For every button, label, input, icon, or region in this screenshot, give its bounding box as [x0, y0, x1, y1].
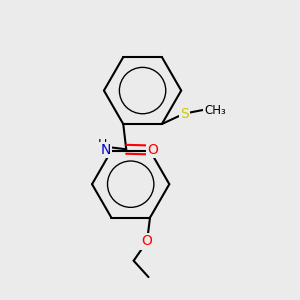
Text: N: N	[100, 143, 111, 157]
Text: H: H	[98, 138, 107, 151]
Text: S: S	[180, 106, 189, 121]
Text: O: O	[148, 143, 158, 157]
Text: O: O	[142, 234, 152, 248]
Text: CH₃: CH₃	[204, 103, 226, 116]
